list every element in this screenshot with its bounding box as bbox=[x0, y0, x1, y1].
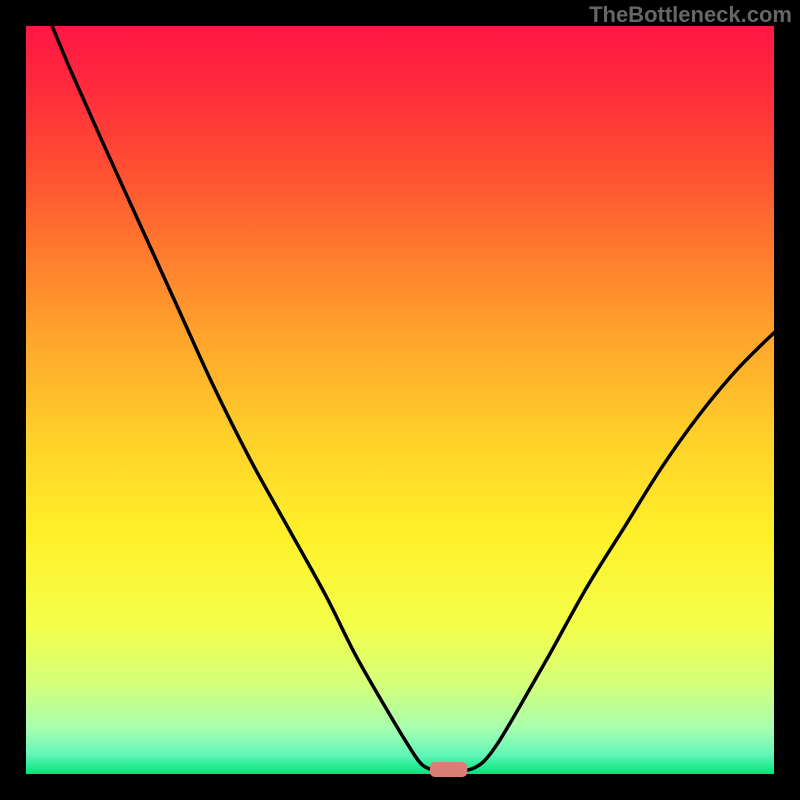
chart-container: TheBottleneck.com bbox=[0, 0, 800, 800]
bottleneck-chart bbox=[0, 0, 800, 800]
chart-background-gradient bbox=[26, 26, 774, 774]
trough-marker bbox=[430, 762, 467, 777]
